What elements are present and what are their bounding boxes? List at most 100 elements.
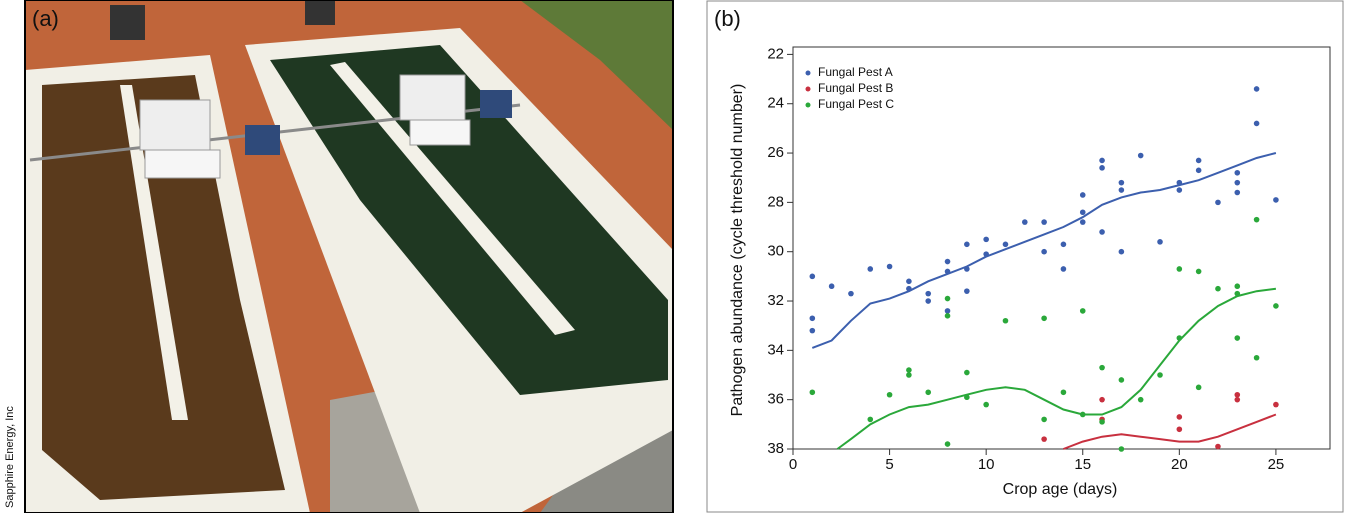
x-axis-label: Crop age (days) — [1003, 481, 1118, 498]
data-point — [906, 285, 912, 292]
data-point — [1137, 152, 1144, 159]
x-tick-label: 5 — [885, 456, 893, 473]
data-point — [1234, 335, 1241, 341]
data-point — [886, 263, 893, 270]
panel-label: (b) — [714, 6, 741, 31]
data-point — [809, 273, 816, 280]
y-tick-label: 36 — [767, 391, 784, 408]
data-point — [1060, 241, 1067, 248]
data-point — [809, 327, 816, 334]
data-point — [1273, 303, 1279, 309]
legend-marker — [805, 70, 811, 76]
data-point — [1176, 179, 1183, 186]
y-tick-label: 26 — [767, 144, 784, 161]
legend-label: Fungal Pest C — [818, 97, 894, 111]
data-point — [1157, 239, 1163, 245]
data-point — [1215, 443, 1221, 450]
data-point — [1215, 285, 1221, 292]
data-point — [944, 268, 951, 275]
plot-frame — [792, 46, 1331, 450]
data-point — [925, 389, 932, 396]
y-tick-label: 30 — [767, 243, 784, 260]
data-point — [1041, 248, 1047, 255]
x-tick-label: 25 — [1268, 456, 1285, 473]
data-point — [944, 295, 951, 302]
data-point — [1099, 419, 1105, 425]
y-tick-label: 38 — [767, 440, 784, 457]
data-point — [809, 315, 816, 322]
photo — [25, 0, 673, 513]
data-point — [848, 290, 854, 297]
data-point — [1176, 414, 1183, 420]
photo-credit: Sapphire Energy, Inc — [4, 406, 16, 508]
data-point — [964, 288, 970, 294]
data-point — [925, 290, 932, 297]
x-tick-label: 20 — [1171, 456, 1188, 473]
legend-marker — [805, 102, 811, 108]
data-point — [1021, 219, 1028, 225]
data-point — [964, 266, 970, 272]
data-point — [983, 401, 989, 408]
data-point — [964, 241, 970, 248]
data-point — [1079, 308, 1086, 314]
x-tick-label: 0 — [789, 456, 797, 473]
data-point — [1273, 197, 1279, 203]
data-point — [1041, 219, 1047, 225]
y-tick-label: 24 — [767, 95, 784, 112]
x-tick-label: 10 — [978, 456, 995, 473]
data-point — [1215, 199, 1221, 206]
legend-marker — [805, 86, 811, 92]
data-point — [944, 441, 951, 447]
data-point — [983, 251, 989, 257]
data-point — [1060, 266, 1067, 272]
data-point — [1041, 416, 1047, 423]
data-point — [1195, 157, 1202, 164]
data-point — [1002, 241, 1009, 248]
data-point — [906, 372, 912, 378]
data-point — [1099, 229, 1105, 235]
data-point — [1099, 364, 1105, 371]
data-point — [1099, 396, 1105, 403]
data-point — [1176, 266, 1183, 272]
data-point — [1253, 120, 1260, 127]
data-point — [1195, 167, 1202, 174]
data-point — [1041, 436, 1047, 442]
data-point — [1118, 187, 1125, 193]
data-point — [867, 416, 874, 423]
data-point — [1234, 179, 1241, 186]
data-point — [1118, 179, 1125, 186]
data-point — [1041, 315, 1047, 322]
data-point — [828, 283, 835, 290]
data-point — [944, 258, 951, 265]
data-point — [964, 369, 970, 376]
data-point — [1195, 384, 1202, 391]
trend-line — [836, 287, 1277, 450]
data-point — [1234, 189, 1241, 196]
data-point — [983, 236, 989, 243]
y-tick-label: 22 — [767, 45, 784, 62]
data-point — [1234, 283, 1241, 290]
data-point — [867, 266, 874, 272]
data-point — [1253, 216, 1260, 223]
data-point — [1060, 389, 1067, 396]
data-point — [1157, 372, 1163, 378]
y-tick-label: 34 — [767, 341, 784, 358]
data-point — [1079, 209, 1086, 216]
photo-frame — [24, 0, 674, 513]
legend-label: Fungal Pest B — [818, 81, 893, 95]
data-point — [1234, 391, 1241, 398]
data-point — [1195, 268, 1202, 275]
data-point — [886, 391, 893, 398]
data-point — [1137, 396, 1144, 403]
data-point — [1234, 169, 1241, 176]
data-point — [1079, 411, 1086, 418]
x-tick-label: 15 — [1074, 456, 1091, 473]
panel-label: (a) — [32, 6, 59, 31]
trend-line — [811, 152, 1277, 349]
trend-line — [1063, 413, 1277, 450]
data-point — [964, 394, 970, 401]
data-point — [1002, 317, 1009, 324]
data-point — [1099, 157, 1105, 164]
data-point — [1118, 248, 1125, 255]
